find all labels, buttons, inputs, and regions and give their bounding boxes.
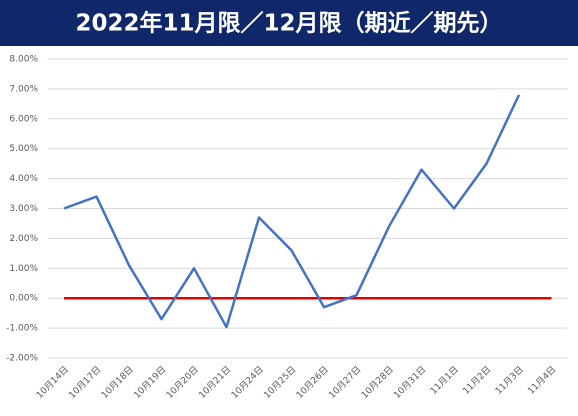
x-tick-label: 10月31日 — [392, 364, 429, 401]
y-tick-label: 2.00% — [9, 234, 38, 244]
y-tick-label: 1.00% — [9, 264, 38, 274]
x-tick-label: 10月26日 — [294, 364, 331, 401]
y-tick-label: 3.00% — [9, 204, 38, 214]
x-tick-label: 10月21日 — [197, 364, 234, 401]
x-tick-label: 11月1日 — [428, 364, 461, 397]
x-tick-label: 10月24日 — [229, 364, 266, 401]
x-tick-label: 10月27日 — [327, 364, 364, 401]
x-tick-label: 10月14日 — [34, 364, 71, 401]
y-tick-label: -2.00% — [6, 354, 38, 364]
y-tick-label: 0.00% — [9, 294, 38, 304]
x-tick-label: 11月3日 — [493, 364, 526, 397]
y-tick-label: 7.00% — [9, 84, 38, 94]
x-tick-label: 10月18日 — [99, 364, 136, 401]
x-tick-label: 10月19日 — [132, 364, 169, 401]
x-tick-label: 10月20日 — [164, 364, 201, 401]
data-line — [63, 94, 521, 329]
chart-title: 2022年11月限／12月限（期近／期先） — [75, 10, 502, 37]
y-tick-label: 4.00% — [9, 174, 38, 184]
y-tick-label: 5.00% — [9, 144, 38, 154]
x-tick-label: 11月2日 — [461, 364, 494, 397]
x-tick-label: 10月17日 — [67, 364, 104, 401]
title-banner — [0, 0, 578, 46]
y-tick-label: 6.00% — [9, 114, 38, 124]
y-tick-label: -1.00% — [6, 324, 38, 334]
x-tick-label: 10月28日 — [359, 364, 396, 401]
x-tick-label: 11月4日 — [526, 364, 559, 397]
x-tick-label: 10月25日 — [262, 364, 299, 401]
y-tick-label: 8.00% — [9, 55, 38, 65]
